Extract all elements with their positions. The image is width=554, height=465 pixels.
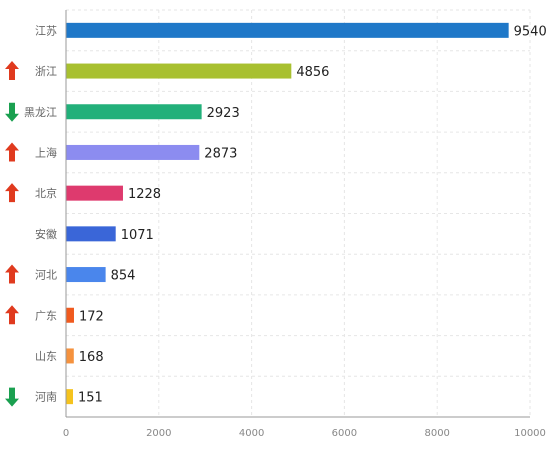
bars	[66, 22, 509, 405]
value-label: 2923	[207, 106, 240, 121]
bar	[66, 104, 202, 120]
bar	[66, 63, 292, 79]
category-label: 江苏	[35, 24, 57, 37]
bar	[66, 307, 74, 323]
trend-arrows	[5, 61, 19, 407]
bar	[66, 185, 123, 201]
category-label: 河北	[35, 269, 57, 282]
x-tick-label: 4000	[239, 428, 264, 439]
arrow-up-icon	[5, 264, 19, 284]
category-label: 浙江	[35, 65, 57, 78]
bar	[66, 348, 74, 364]
category-label: 山东	[35, 350, 57, 363]
value-labels: 9540 4856 2923 2873 1228 1071 854 172 168 151	[78, 24, 547, 405]
x-axis-ticks: 0 2000 4000 6000 8000 10000	[63, 428, 546, 439]
x-tick-label: 10000	[514, 428, 546, 439]
arrow-up-icon	[5, 183, 19, 203]
category-label: 安徽	[35, 227, 57, 241]
arrow-up-icon	[5, 61, 19, 81]
value-label: 151	[78, 391, 103, 406]
value-label: 172	[79, 309, 104, 324]
category-label: 上海	[35, 145, 57, 159]
x-tick-label: 2000	[146, 428, 171, 439]
value-label: 9540	[514, 24, 547, 39]
value-label: 4856	[296, 65, 329, 80]
arrow-up-icon	[5, 305, 19, 325]
bar	[66, 226, 116, 242]
category-label: 广东	[35, 309, 57, 322]
arrow-down-icon	[5, 387, 19, 407]
x-tick-label: 6000	[332, 428, 357, 439]
category-label: 黑龙江	[24, 106, 57, 119]
bar	[66, 389, 74, 405]
bar	[66, 267, 106, 283]
value-label: 2873	[204, 146, 237, 161]
value-label: 168	[79, 350, 104, 365]
x-tick-label: 8000	[424, 428, 449, 439]
value-label: 854	[111, 269, 136, 284]
value-label: 1228	[128, 187, 161, 202]
bar	[66, 22, 509, 38]
x-tick-label: 0	[63, 428, 69, 439]
arrow-down-icon	[5, 102, 19, 122]
bar	[66, 144, 200, 160]
arrow-up-icon	[5, 142, 19, 162]
category-label: 北京	[35, 186, 57, 200]
category-label: 河南	[35, 391, 57, 404]
value-label: 1071	[121, 228, 154, 243]
